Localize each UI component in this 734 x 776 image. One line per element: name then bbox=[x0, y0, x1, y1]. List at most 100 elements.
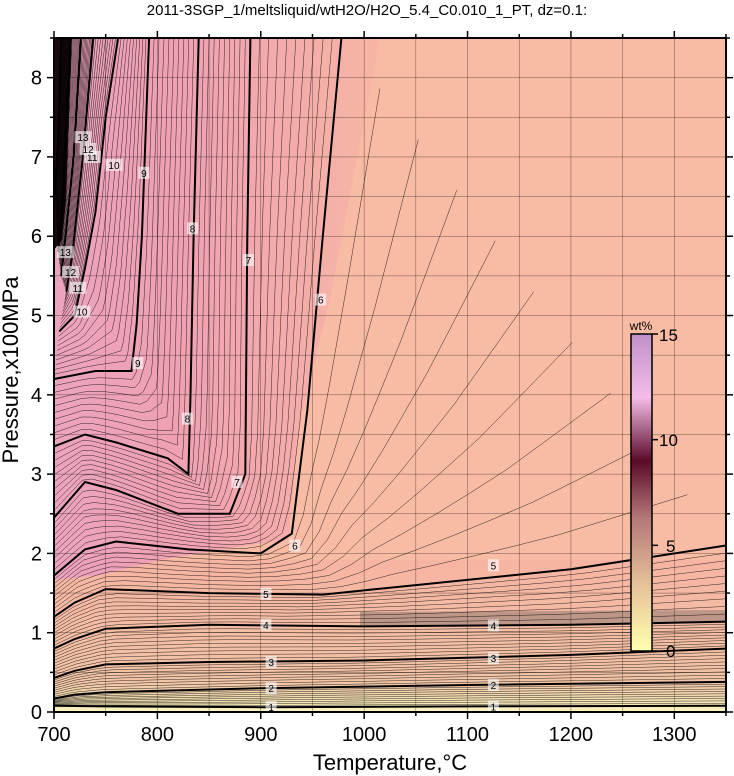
minor-contour-line bbox=[54, 38, 220, 490]
minor-contour-line bbox=[56, 38, 68, 230]
contour-label-bg bbox=[69, 281, 87, 294]
y-tick-label: 8 bbox=[31, 68, 42, 90]
contour-label-bg bbox=[231, 476, 243, 489]
contour-label: 2 bbox=[268, 684, 274, 695]
minor-contour-line bbox=[54, 291, 534, 597]
minor-contour-line bbox=[56, 38, 69, 236]
y-tick-label: 0 bbox=[31, 702, 42, 724]
minor-contour-line bbox=[54, 38, 278, 536]
minor-contour-line bbox=[54, 637, 726, 667]
minor-contour-line bbox=[54, 683, 726, 700]
contour-label-bg bbox=[315, 293, 327, 306]
minor-contour-line bbox=[56, 38, 137, 361]
contour-line bbox=[54, 38, 63, 197]
minor-contour-line bbox=[54, 568, 726, 627]
minor-contour-line bbox=[54, 668, 726, 691]
minor-contour-line bbox=[54, 38, 306, 553]
colorbar-title: wt% bbox=[629, 319, 653, 333]
minor-contour-line bbox=[54, 88, 381, 580]
contour-label-bg bbox=[260, 587, 272, 600]
contour-line bbox=[54, 38, 252, 519]
minor-contour-line bbox=[62, 38, 106, 312]
contour-label: 9 bbox=[141, 169, 147, 180]
minor-contour-line bbox=[54, 629, 726, 658]
contour-label: 13 bbox=[77, 133, 89, 144]
minor-contour-line bbox=[56, 38, 67, 225]
minor-contour-line bbox=[55, 38, 65, 214]
minor-contour-line bbox=[54, 38, 205, 478]
minor-contour-line bbox=[59, 38, 77, 267]
minor-contour-line bbox=[60, 38, 114, 324]
minor-contour-line bbox=[59, 38, 116, 328]
minor-contour-line bbox=[54, 38, 288, 542]
contour-label-bg bbox=[105, 158, 123, 171]
contour-label: 3 bbox=[491, 654, 497, 665]
y-tick-label: 5 bbox=[31, 306, 42, 328]
contour-label: 10 bbox=[108, 161, 120, 172]
contour-line bbox=[57, 38, 72, 253]
minor-contour-line bbox=[54, 626, 726, 655]
minor-contour-line bbox=[54, 38, 147, 375]
contour-label-bg bbox=[260, 618, 272, 631]
minor-contour-line bbox=[54, 640, 726, 670]
contour-label-bg bbox=[132, 357, 144, 370]
contour-label-bg bbox=[487, 619, 499, 632]
contour-label: 4 bbox=[263, 621, 269, 632]
y-tick-label: 7 bbox=[31, 147, 42, 169]
minor-contour-line bbox=[54, 674, 726, 695]
contour-label-bg bbox=[487, 652, 499, 665]
minor-contour-line bbox=[54, 443, 650, 609]
contour-label-bg bbox=[62, 265, 80, 278]
minor-contour-line bbox=[54, 695, 726, 704]
minor-contour-line bbox=[56, 38, 134, 356]
minor-contour-line bbox=[54, 38, 241, 506]
minor-contour-line bbox=[59, 38, 75, 262]
contour-label: 2 bbox=[491, 681, 497, 692]
minor-contour-line bbox=[54, 651, 726, 681]
contour-label-bg bbox=[73, 305, 91, 318]
colorbar-tick-label: 5 bbox=[666, 537, 675, 556]
minor-contour-line bbox=[54, 686, 726, 701]
contour-label-bg bbox=[487, 679, 499, 692]
y-tick-label: 1 bbox=[31, 623, 42, 645]
minor-contour-line bbox=[54, 38, 297, 547]
minor-contour-line bbox=[63, 38, 87, 283]
minor-contour-line bbox=[55, 38, 141, 365]
minor-contour-line bbox=[54, 342, 573, 601]
contour-label: 6 bbox=[318, 296, 324, 307]
x-tick-label: 900 bbox=[244, 724, 277, 746]
contour-label-bg bbox=[289, 539, 301, 552]
minor-contour-line bbox=[54, 38, 269, 530]
minor-contour-line bbox=[54, 678, 726, 697]
contour-label-bg bbox=[265, 656, 277, 669]
minor-contour-line bbox=[54, 575, 726, 630]
minor-contour-line bbox=[58, 38, 73, 257]
minor-contour-line bbox=[54, 38, 231, 498]
minor-contour-line bbox=[54, 38, 225, 494]
minor-contour-line bbox=[54, 583, 726, 633]
contour-line bbox=[54, 620, 726, 650]
contour-label: 6 bbox=[292, 541, 298, 552]
minor-contour-line bbox=[54, 703, 726, 706]
minor-contour-line bbox=[60, 38, 79, 269]
minor-contour-line bbox=[54, 38, 175, 413]
contour-line bbox=[54, 38, 151, 380]
high-water-region bbox=[54, 38, 380, 580]
minor-contour-line bbox=[56, 38, 66, 219]
contour-label: 5 bbox=[491, 561, 497, 572]
minor-contour-line bbox=[54, 590, 726, 637]
contour-label-bg bbox=[265, 701, 277, 712]
minor-contour-line bbox=[59, 38, 76, 265]
x-tick-label: 1100 bbox=[446, 724, 489, 746]
minor-contour-line bbox=[54, 634, 726, 664]
minor-contour-line bbox=[54, 691, 726, 702]
contour-label-bg bbox=[74, 131, 92, 144]
minor-contour-line bbox=[54, 606, 726, 643]
minor-contour-line bbox=[63, 38, 88, 284]
contour-label-bg bbox=[242, 254, 254, 267]
minor-contour-line bbox=[54, 38, 215, 486]
minor-contour-line bbox=[54, 642, 726, 673]
x-tick-label: 1200 bbox=[549, 724, 594, 746]
contour-label-bg bbox=[56, 246, 74, 259]
